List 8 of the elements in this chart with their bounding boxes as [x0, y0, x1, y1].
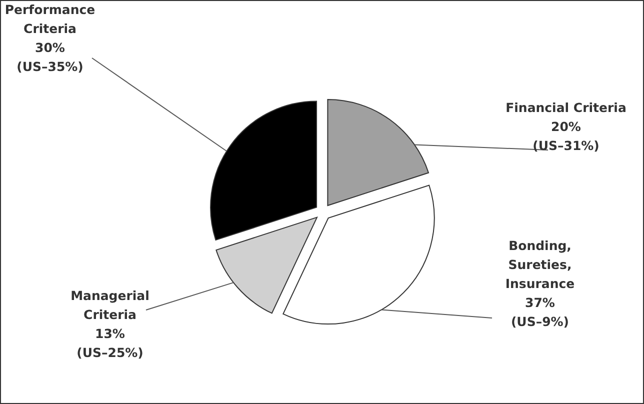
slice-label: Financial Criteria [506, 100, 626, 115]
data-label: 37% (US–9%) [510, 295, 570, 329]
data-label: 13% (US–25%) [76, 326, 144, 360]
slice-label: Bonding, Sureties, Insurance [505, 238, 575, 291]
slice-label: Performance Criteria [4, 2, 96, 36]
slice-label: Managerial Criteria [70, 288, 150, 322]
data-label: 30% (US–35%) [16, 40, 84, 74]
data-label: 20% (US–31%) [532, 119, 600, 153]
